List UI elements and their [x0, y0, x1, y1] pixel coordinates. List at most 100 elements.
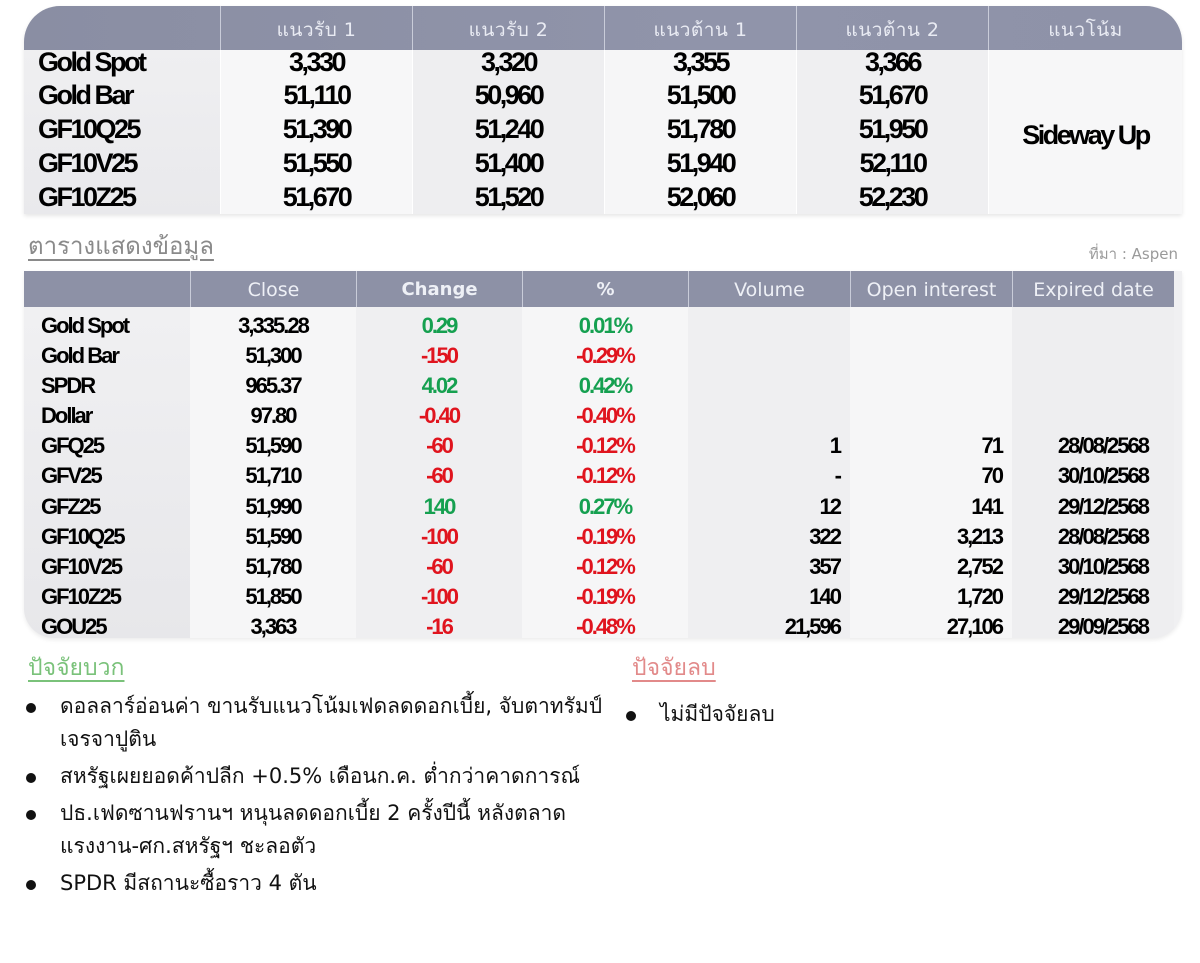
header-percent: % [522, 271, 688, 307]
header-resistance-1: แนวต้าน 1 [604, 6, 796, 50]
volume-column: 1 - 12 322 357 140 21,596 [688, 307, 850, 638]
percent-change-value: -0.12% [576, 433, 636, 459]
support-2-value: 51,240 [474, 114, 545, 144]
support-2-value: 51,400 [474, 148, 545, 178]
positive-factor-item: SPDR มีสถานะซื้อราว 4 ตัน [22, 867, 612, 900]
percent-change-value: -0.29% [576, 343, 636, 369]
close-column: 3,335.28 51,300 965.37 97.80 51,590 51,710 51,… [190, 307, 356, 638]
volume-value: 357 [809, 553, 842, 579]
resistance-2-value: 51,950 [858, 114, 929, 144]
negative-factor-item: ไม่มีปัจจัยลบ [622, 698, 1122, 731]
resistance-1-value: 51,780 [666, 114, 737, 144]
instrument-column: Gold Spot Gold Bar GF10Q25 GF10V25 GF10Z… [24, 49, 220, 214]
close-value: 965.37 [245, 373, 302, 399]
percent-change-value: 0.27% [578, 493, 633, 519]
instrument-name: SPDR [41, 373, 96, 399]
open-interest-value: 1,720 [956, 583, 1004, 609]
percent-change-value: -0.12% [576, 463, 636, 489]
expired-date-value [1012, 401, 1174, 431]
trend-column: Sideway Up [988, 50, 1182, 214]
volume-value: 21,596 [784, 613, 842, 638]
expired-date-value: 30/10/2568 [1057, 463, 1150, 489]
positive-factor-item: ปธ.เฟดซานฟรานฯ หนุนลดดอกเบี้ย 2 ครั้งปีน… [22, 797, 612, 863]
resistance-1-value: 51,940 [666, 148, 737, 178]
support-1-value: 3,330 [288, 47, 347, 77]
header-close: Close [190, 271, 356, 307]
open-interest-value [850, 341, 1012, 371]
bullet-icon [26, 773, 36, 783]
change-value: -60 [426, 463, 454, 489]
header-instrument [24, 271, 190, 307]
percent-change-value: 0.01% [578, 313, 633, 338]
open-interest-value: 2,752 [956, 553, 1004, 579]
volume-value [688, 341, 850, 371]
close-value: 51,990 [245, 493, 302, 519]
negative-factors-list: ไม่มีปัจจัยลบ [622, 698, 1122, 735]
header-instrument [24, 6, 220, 50]
change-value: 0.29 [421, 313, 459, 338]
expired-date-value: 29/12/2568 [1057, 583, 1150, 609]
change-value: -0.40 [418, 403, 461, 429]
resistance-2-value: 51,670 [858, 80, 929, 110]
change-value: -60 [426, 433, 454, 459]
volume-value [688, 371, 850, 401]
header-support-2: แนวรับ 2 [412, 6, 604, 50]
open-interest-value [850, 401, 1012, 431]
header-support-1: แนวรับ 1 [220, 6, 412, 50]
open-interest-value [850, 371, 1012, 401]
open-interest-column: 71 70 141 3,213 2,752 1,720 27,106 [850, 307, 1012, 638]
change-value: -150 [420, 343, 459, 369]
negative-factor-text: ไม่มีปัจจัยลบ [660, 702, 775, 726]
instrument-name: GF10Q25 [41, 523, 126, 549]
expired-date-value [1012, 371, 1174, 401]
instrument-name: GOU25 [41, 613, 108, 638]
support-1-value: 51,110 [283, 80, 352, 110]
volume-value: - [834, 463, 842, 489]
open-interest-value: 71 [981, 433, 1004, 459]
levels-table-body: Gold Spot Gold Bar GF10Q25 GF10V25 GF10Z… [24, 47, 1182, 214]
negative-factors-title: ปัจจัยลบ [632, 655, 716, 681]
positive-factors-title: ปัจจัยบวก [28, 655, 125, 681]
open-interest-value: 141 [971, 493, 1004, 519]
header-resistance-2: แนวต้าน 2 [796, 6, 988, 50]
close-value: 51,850 [245, 583, 302, 609]
market-data-table: Close Change % Volume Open interest Expi… [24, 271, 1182, 638]
change-value: -60 [426, 553, 454, 579]
support-1-value: 51,670 [282, 182, 353, 212]
section-title: ตารางแสดงข้อมูล [28, 232, 214, 260]
open-interest-value: 3,213 [956, 523, 1004, 549]
support-1-column: 3,330 51,110 51,390 51,550 51,670 [220, 47, 412, 214]
instrument-name: GFQ25 [41, 433, 105, 459]
percent-change-value: -0.19% [576, 583, 636, 609]
positive-factor-item: สหรัฐเผยยอดค้าปลีก +0.5% เดือนก.ค. ต่ำกว… [22, 760, 612, 793]
header-expired-date: Expired date [1012, 271, 1174, 307]
percent-change-value: -0.40% [576, 403, 636, 429]
support-2-value: 3,320 [480, 47, 539, 77]
change-value: -100 [420, 583, 459, 609]
open-interest-value [850, 311, 1012, 341]
instrument-name: GF10Z25 [38, 182, 137, 212]
bullet-icon [26, 703, 36, 713]
expired-date-value: 29/09/2568 [1057, 613, 1150, 638]
volume-value: 12 [819, 493, 842, 519]
trend-value: Sideway Up [1022, 120, 1151, 150]
expired-date-value [1012, 341, 1174, 371]
levels-table-header: แนวรับ 1 แนวรับ 2 แนวต้าน 1 แนวต้าน 2 แน… [24, 6, 1182, 50]
header-change: Change [356, 271, 522, 307]
resistance-2-value: 52,110 [859, 148, 928, 178]
close-value: 51,710 [245, 463, 302, 489]
change-value: 4.02 [421, 373, 459, 399]
percent-change-value: -0.12% [576, 553, 636, 579]
instrument-name: GF10V25 [38, 148, 139, 178]
instrument-name: Gold Spot [41, 313, 130, 338]
change-value: 140 [423, 493, 457, 519]
header-open-interest: Open interest [850, 271, 1012, 307]
data-source-label: ที่มา : Aspen [1088, 245, 1178, 263]
market-table-body: Gold Spot Gold Bar SPDR Dollar GFQ25 GFV25 GFZ… [24, 307, 1174, 638]
bullet-icon [26, 810, 36, 820]
support-1-value: 51,390 [282, 114, 353, 144]
expired-date-value: 28/08/2568 [1057, 433, 1150, 459]
close-value: 3,335.28 [238, 313, 310, 338]
close-value: 51,590 [245, 433, 302, 459]
support-2-value: 50,960 [474, 80, 545, 110]
